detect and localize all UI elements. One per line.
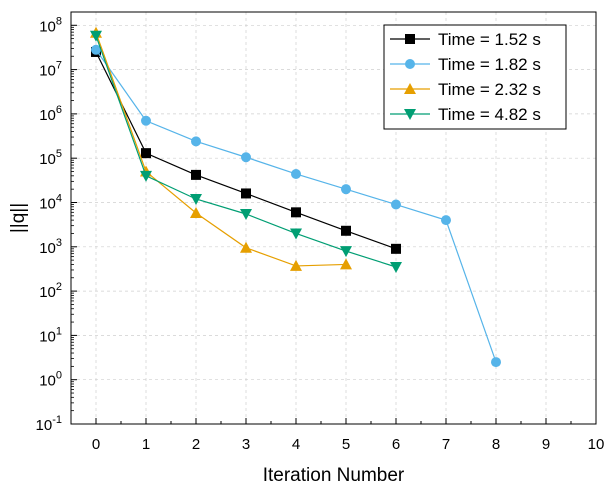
data-point <box>341 184 351 195</box>
data-point <box>341 225 351 236</box>
series-layer <box>90 26 501 368</box>
data-point <box>190 206 202 218</box>
data-point <box>241 188 251 199</box>
series-2 <box>91 44 501 368</box>
legend-item: Time = 1.82 s <box>390 55 541 74</box>
y-tick-label: 108 <box>39 15 62 35</box>
data-point <box>391 243 401 254</box>
series-line <box>95 32 347 267</box>
x-axis-title: Iteration Number <box>263 465 405 486</box>
x-tick-label: 6 <box>392 436 400 453</box>
data-point <box>190 193 202 205</box>
x-tick-label: 2 <box>192 436 200 453</box>
x-tick-label: 9 <box>542 436 550 453</box>
data-point <box>291 168 301 179</box>
legend-item: Time = 2.32 s <box>390 80 541 99</box>
y-tick-label: 104 <box>39 192 62 212</box>
legend-marker <box>405 34 415 44</box>
plot-frame <box>70 11 597 425</box>
y-tick-label: 102 <box>39 281 62 301</box>
legend-label: Time = 2.32 s <box>438 80 541 99</box>
x-tick-label: 8 <box>492 436 500 453</box>
data-point <box>90 30 102 42</box>
y-tick-label: 101 <box>39 325 62 345</box>
data-point <box>191 136 201 147</box>
legend: Time = 1.52 s Time = 1.82 s Time = 2.32 s T… <box>383 24 567 130</box>
x-tick-label: 7 <box>442 436 450 453</box>
x-tick-label: 4 <box>292 436 300 453</box>
y-tick-label: 10-1 <box>36 414 62 434</box>
data-point <box>140 170 152 182</box>
y-tick-label: 107 <box>39 60 62 80</box>
data-point <box>491 357 501 368</box>
legend-item: Time = 4.82 s <box>390 105 541 124</box>
y-tick-label: 103 <box>39 237 62 257</box>
data-point <box>390 261 402 273</box>
legend-marker <box>404 109 416 120</box>
data-point <box>340 246 352 258</box>
data-point <box>240 241 252 253</box>
series-4 <box>90 30 402 273</box>
y-axis: 10-1 100 101 102 103 104 105 106 107 108 <box>36 15 77 434</box>
data-point <box>290 259 302 271</box>
data-point <box>91 44 101 55</box>
legend-item: Time = 1.52 s <box>390 30 541 49</box>
data-point <box>191 169 201 180</box>
legend-marker <box>405 59 415 69</box>
data-point <box>291 207 301 218</box>
x-tick-label: 0 <box>92 436 100 453</box>
x-tick-label: 1 <box>142 436 150 453</box>
data-point <box>290 228 302 240</box>
y-tick-label: 105 <box>39 148 62 168</box>
y-tick-label: 106 <box>39 104 62 124</box>
data-point <box>141 148 151 159</box>
data-point <box>441 215 451 226</box>
legend-label: Time = 1.82 s <box>438 55 541 74</box>
data-point <box>391 199 401 210</box>
data-point <box>141 115 151 126</box>
y-axis-title: ||q|| <box>8 203 29 233</box>
x-tick-label: 3 <box>242 436 250 453</box>
legend-label: Time = 1.52 s <box>438 30 541 49</box>
x-tick-label: 5 <box>342 436 350 453</box>
data-point <box>340 258 352 270</box>
legend-marker <box>404 83 416 94</box>
y-tick-label: 100 <box>39 370 62 390</box>
x-tick-label: 10 <box>588 436 605 453</box>
data-point <box>241 152 251 163</box>
x-axis: 0 1 2 3 4 5 6 7 8 9 10 <box>70 418 605 453</box>
legend-label: Time = 4.82 s <box>438 105 541 124</box>
data-point <box>240 208 252 220</box>
